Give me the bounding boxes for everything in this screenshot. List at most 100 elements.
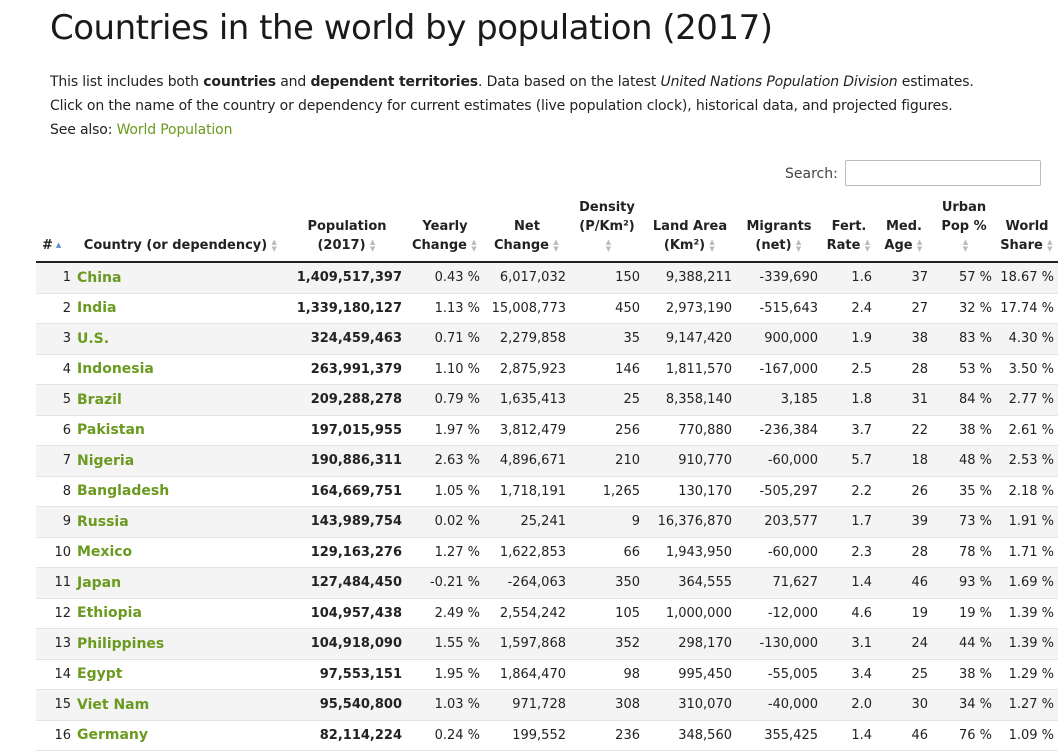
rank-cell: 14 (36, 659, 74, 690)
data-cell-fert-: 1.4 (822, 567, 876, 599)
data-cell-world: 2.18 % (996, 476, 1058, 507)
country-cell[interactable]: U.S. (74, 323, 288, 355)
country-cell[interactable]: Brazil (74, 384, 288, 416)
intro-text-part: . Data based on the latest (477, 74, 661, 90)
country-cell[interactable]: Pakistan (74, 415, 288, 446)
country-cell[interactable]: Philippines (74, 628, 288, 660)
column-header-label: Country (or dependency) (84, 238, 267, 253)
column-header-3[interactable]: Yearly Change ▲ ▼ (406, 196, 484, 263)
country-link[interactable]: Viet Nam (77, 696, 150, 713)
country-link[interactable]: Brazil (77, 391, 122, 408)
data-cell-population: 97,553,151 (288, 659, 406, 690)
country-cell[interactable]: Viet Nam (74, 689, 288, 721)
country-link[interactable]: Egypt (77, 666, 123, 683)
country-link[interactable]: Indonesia (77, 361, 154, 378)
country-cell[interactable]: Nigeria (74, 445, 288, 477)
column-header-9[interactable]: Med. Age ▲ ▼ (876, 196, 932, 263)
rank-cell: 15 (36, 689, 74, 721)
column-header-line2: (net) (755, 238, 792, 253)
column-header-11[interactable]: World Share ▲ ▼ (996, 196, 1058, 263)
column-header-line1: Yearly (422, 219, 468, 234)
country-link[interactable]: Japan (77, 574, 122, 591)
data-cell-fert-: 3.1 (822, 628, 876, 660)
sort-icon[interactable]: ▲ ▼ (864, 237, 871, 253)
column-header-4[interactable]: Net Change ▲ ▼ (484, 196, 570, 263)
column-header-line1: World (1005, 219, 1049, 234)
data-cell-net: 199,552 (484, 720, 570, 751)
column-header-0[interactable]: # ▲ (36, 196, 74, 263)
sort-icon[interactable]: ▲ ▼ (709, 237, 715, 253)
column-header-line2: Age (884, 238, 913, 253)
column-header-6[interactable]: Land Area (Km²) ▲ ▼ (644, 196, 736, 263)
data-cell-yearly: 1.03 % (406, 689, 484, 721)
sort-icon[interactable]: ▲ ▼ (369, 237, 376, 253)
column-header-1[interactable]: Country (or dependency) ▲ ▼ (74, 196, 288, 263)
country-cell[interactable]: Ethiopia (74, 598, 288, 629)
see-also-label: See also: (50, 122, 117, 138)
country-cell[interactable]: India (74, 293, 288, 324)
data-cell-migrants: -60,000 (736, 445, 822, 477)
data-cell-world: 1.39 % (996, 628, 1058, 660)
column-header-line2: (P/Km²) (579, 219, 635, 234)
data-cell-med-: 19 (876, 598, 932, 629)
data-cell-fert-: 1.7 (822, 506, 876, 538)
column-header-8[interactable]: Fert. Rate ▲ ▼ (822, 196, 876, 263)
data-cell-migrants: 203,577 (736, 506, 822, 538)
data-cell-population: 95,540,800 (288, 689, 406, 721)
column-header-5[interactable]: Density (P/Km²) ▲ ▼ (570, 196, 644, 263)
search-input[interactable] (845, 160, 1041, 186)
data-cell-yearly: 2.63 % (406, 445, 484, 477)
country-link[interactable]: China (77, 269, 122, 286)
data-cell-world: 18.67 % (996, 262, 1058, 294)
country-cell[interactable]: Japan (74, 567, 288, 599)
data-cell-density: 308 (570, 689, 644, 721)
data-cell-yearly: 2.49 % (406, 598, 484, 629)
country-link[interactable]: Russia (77, 513, 129, 530)
column-header-2[interactable]: Population (2017) ▲ ▼ (288, 196, 406, 263)
table-row: 7 Nigeria 190,886,311 2.63 % 4,896,671 210 910… (36, 445, 1058, 477)
column-header-7[interactable]: Migrants (net) ▲ ▼ (736, 196, 822, 263)
data-cell-land-area: 298,170 (644, 628, 736, 660)
sort-icon[interactable]: ▲ ▼ (962, 237, 969, 253)
data-cell-migrants: -12,000 (736, 598, 822, 629)
country-cell[interactable]: Germany (74, 720, 288, 751)
data-cell-land-area: 348,560 (644, 720, 736, 751)
data-cell-density: 66 (570, 537, 644, 568)
country-link[interactable]: Pakistan (77, 422, 145, 439)
sort-icon[interactable]: ▲ ▼ (916, 237, 923, 253)
country-link[interactable]: U.S. (77, 330, 110, 347)
data-cell-migrants: 71,627 (736, 567, 822, 599)
country-link[interactable]: Bangladesh (77, 483, 170, 500)
data-cell-world: 1.69 % (996, 567, 1058, 599)
sort-icon[interactable]: ▲ ▼ (271, 237, 277, 253)
country-link[interactable]: India (77, 300, 117, 317)
country-cell[interactable]: Egypt (74, 659, 288, 690)
sort-icon[interactable]: ▲ ▼ (471, 237, 477, 253)
column-header-10[interactable]: Urban Pop % ▲ ▼ (932, 196, 996, 263)
column-header-label: Land Area (Km²) (653, 219, 727, 253)
data-cell-med-: 31 (876, 384, 932, 416)
sort-ascending-icon[interactable]: ▲ (55, 241, 62, 249)
country-cell[interactable]: Indonesia (74, 354, 288, 385)
world-population-link[interactable]: World Population (116, 122, 233, 138)
country-link[interactable]: Nigeria (77, 452, 135, 469)
country-cell[interactable]: Russia (74, 506, 288, 538)
data-cell-net: 6,017,032 (484, 262, 570, 294)
country-cell[interactable]: Mexico (74, 537, 288, 568)
sort-icon[interactable]: ▲ ▼ (605, 237, 612, 253)
country-link[interactable]: Philippines (77, 635, 165, 652)
data-cell-med-: 38 (876, 323, 932, 355)
sort-icon[interactable]: ▲ ▼ (1047, 237, 1053, 253)
rank-cell: 1 (36, 262, 74, 294)
country-link[interactable]: Mexico (77, 544, 133, 561)
country-cell[interactable]: China (74, 262, 288, 294)
data-cell-density: 9 (570, 506, 644, 538)
data-cell-yearly: 1.13 % (406, 293, 484, 324)
data-cell-world: 1.27 % (996, 689, 1058, 721)
country-link[interactable]: Ethiopia (77, 605, 142, 622)
data-cell-urban: 76 % (932, 720, 996, 751)
sort-icon[interactable]: ▲ ▼ (553, 237, 559, 253)
intro-bold-territories: dependent territories (310, 74, 478, 90)
country-cell[interactable]: Bangladesh (74, 476, 288, 507)
sort-icon[interactable]: ▲ ▼ (795, 237, 802, 253)
